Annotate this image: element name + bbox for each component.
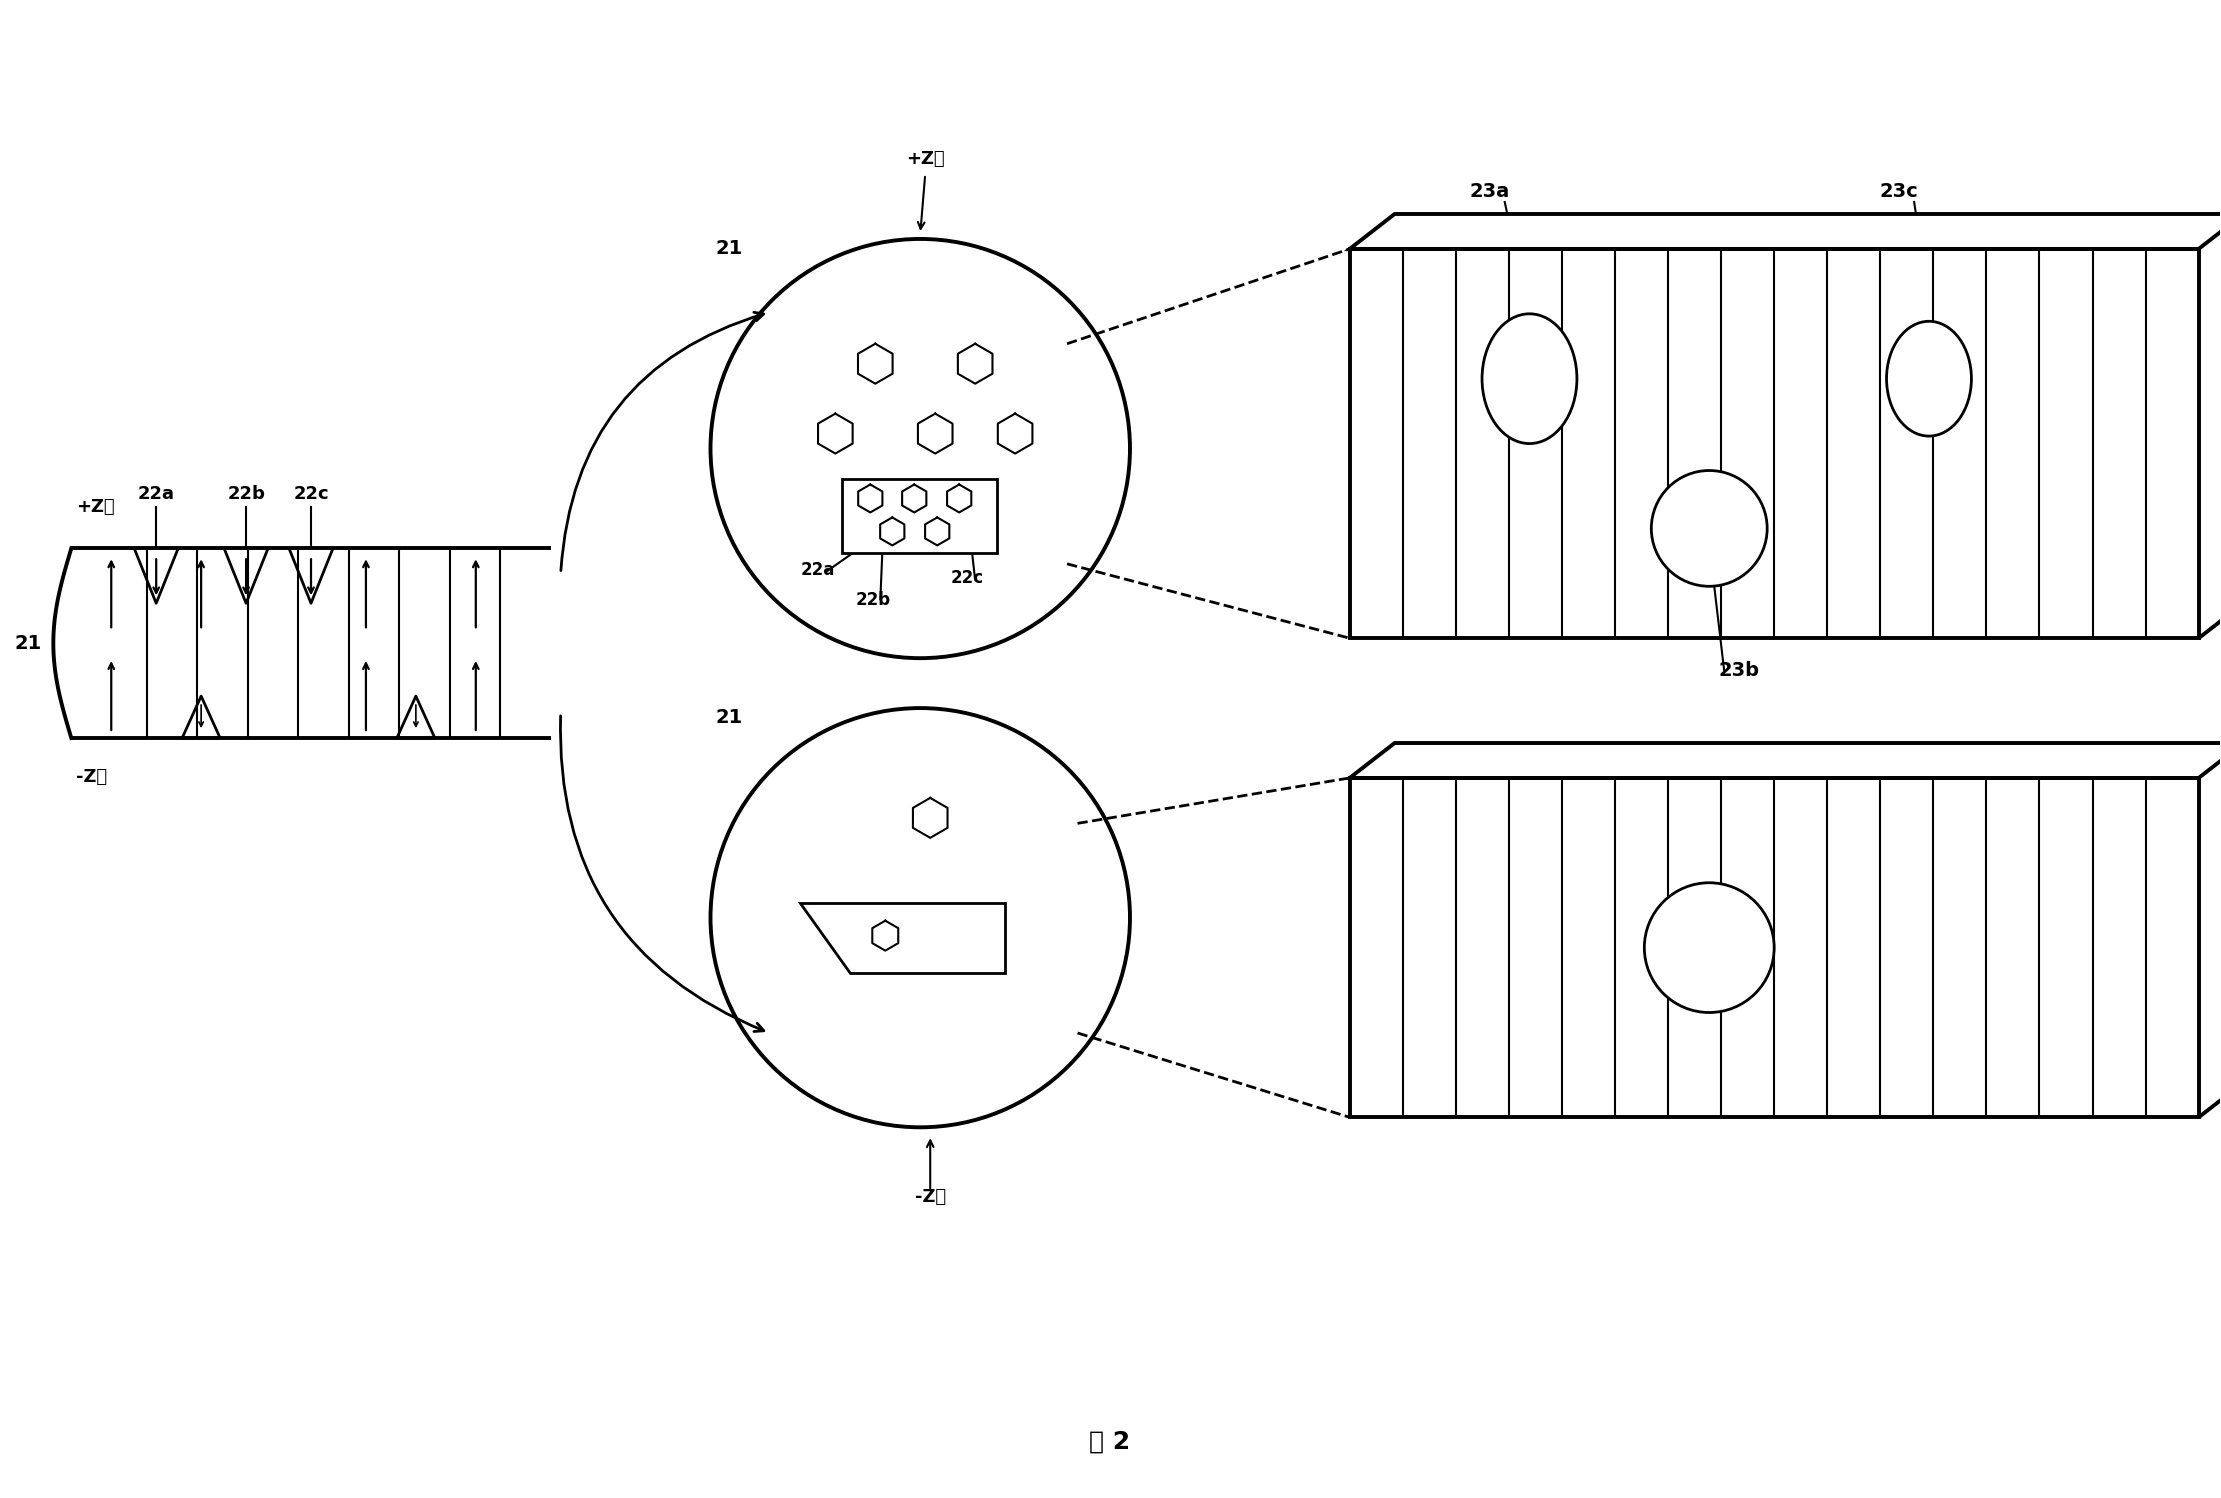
Bar [1350, 777, 2199, 1118]
Circle shape [1652, 470, 1768, 586]
Text: 21: 21 [715, 238, 742, 258]
Text: 22c: 22c [293, 485, 329, 503]
Text: 22a: 22a [800, 562, 835, 580]
Text: 22a: 22a [138, 485, 175, 503]
Ellipse shape [1886, 321, 1972, 436]
Text: +Z面: +Z面 [76, 499, 115, 517]
Bar [1350, 249, 2199, 638]
Text: 22b: 22b [855, 592, 891, 610]
Text: 23c: 23c [1879, 183, 1919, 201]
Circle shape [1644, 882, 1775, 1013]
Text: +Z面: +Z面 [906, 150, 944, 168]
Polygon shape [800, 903, 1006, 972]
Text: 23b: 23b [1719, 661, 1759, 680]
Polygon shape [1350, 743, 2221, 777]
Ellipse shape [1481, 313, 1577, 443]
Text: 图 2: 图 2 [1091, 1429, 1130, 1453]
Bar [842, 478, 997, 553]
Polygon shape [1350, 214, 2221, 249]
Text: 22b: 22b [227, 485, 264, 503]
Text: 21: 21 [715, 709, 742, 727]
Text: 21: 21 [13, 634, 42, 653]
Text: 22c: 22c [951, 569, 984, 587]
Text: -Z面: -Z面 [915, 1188, 946, 1206]
Text: 23a: 23a [1470, 183, 1510, 201]
Text: -Z面: -Z面 [76, 768, 107, 786]
